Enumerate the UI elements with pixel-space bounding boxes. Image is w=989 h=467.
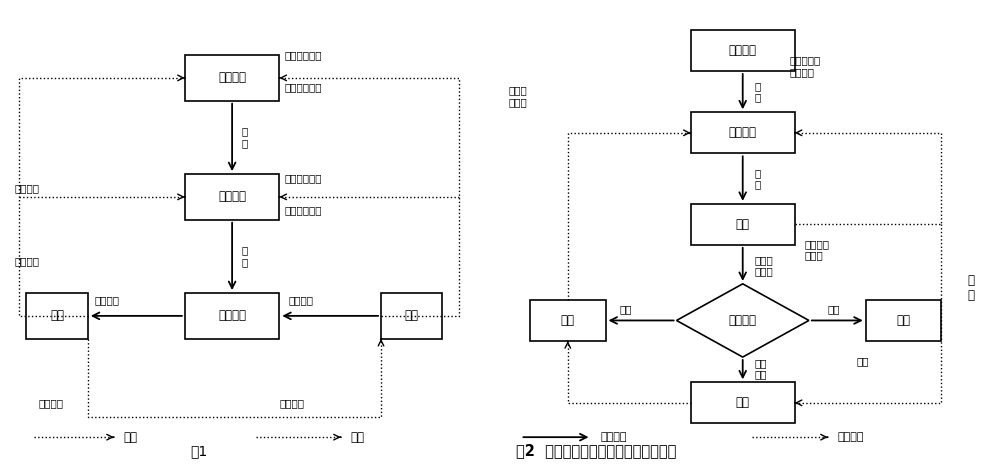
Text: 地方政府: 地方政府 [219,191,246,204]
FancyBboxPatch shape [185,55,279,101]
Text: 变相执
行政策: 变相执 行政策 [508,85,527,107]
Text: 矿主: 矿主 [50,309,64,322]
FancyBboxPatch shape [185,293,279,339]
Text: 投入: 投入 [124,431,137,444]
Polygon shape [676,284,809,357]
Text: 监
管: 监 管 [241,246,248,267]
Text: 地方煤矿: 地方煤矿 [729,314,757,327]
Text: 监
管: 监 管 [755,168,761,190]
Text: 晋升福利: 晋升福利 [15,256,40,266]
Text: 加大
维权: 加大 维权 [755,358,767,379]
Text: 减少: 减少 [620,304,632,314]
Text: 增加: 增加 [856,357,868,367]
Text: 矿工: 矿工 [405,309,418,322]
Text: 收益: 收益 [350,431,364,444]
Text: 图2  地方煤矿企业政府监管失效示意图: 图2 地方煤矿企业政府监管失效示意图 [516,443,676,458]
Text: 安全生产环境: 安全生产环境 [284,50,321,60]
FancyBboxPatch shape [865,300,942,341]
Text: 政
策: 政 策 [755,81,761,102]
Text: 失
业: 失 业 [967,275,974,303]
Text: 劳动投入: 劳动投入 [289,295,314,305]
Text: 利润: 利润 [561,314,575,327]
Text: 矿主: 矿主 [736,218,750,231]
Text: 矿难: 矿难 [896,314,911,327]
Text: 增加安
全投入: 增加安 全投入 [755,255,773,276]
FancyBboxPatch shape [530,300,605,341]
Text: 地方财政收入: 地方财政收入 [284,205,321,216]
Text: 进一步增
加矿难: 进一步增 加矿难 [804,239,829,260]
Text: 正向过程: 正向过程 [601,432,627,442]
Text: 公平市场秩序: 公平市场秩序 [284,82,321,92]
Text: 地方煤矿: 地方煤矿 [219,309,246,322]
Text: 资本投入: 资本投入 [95,295,120,305]
FancyBboxPatch shape [690,30,795,71]
FancyBboxPatch shape [690,382,795,424]
Text: 中央政府: 中央政府 [219,71,246,85]
Text: 俘虏监管者
逃避监管: 俘虏监管者 逃避监管 [790,56,821,77]
FancyBboxPatch shape [381,293,442,339]
Text: 矿工: 矿工 [736,396,750,410]
Text: 工资收入: 工资收入 [279,398,305,408]
Text: 中央政府: 中央政府 [729,44,757,57]
Text: 中央权威: 中央权威 [15,183,40,193]
Text: 地方政府: 地方政府 [729,126,757,139]
Text: 减少: 减少 [828,304,841,314]
Text: 图1: 图1 [190,444,208,458]
Text: 反向过程: 反向过程 [838,432,863,442]
FancyBboxPatch shape [185,174,279,220]
FancyBboxPatch shape [690,112,795,153]
FancyBboxPatch shape [690,204,795,245]
Text: 安全生产环境: 安全生产环境 [284,174,321,184]
FancyBboxPatch shape [27,293,88,339]
Text: 政
策: 政 策 [241,127,248,148]
Text: 超额利润: 超额利润 [39,398,63,408]
